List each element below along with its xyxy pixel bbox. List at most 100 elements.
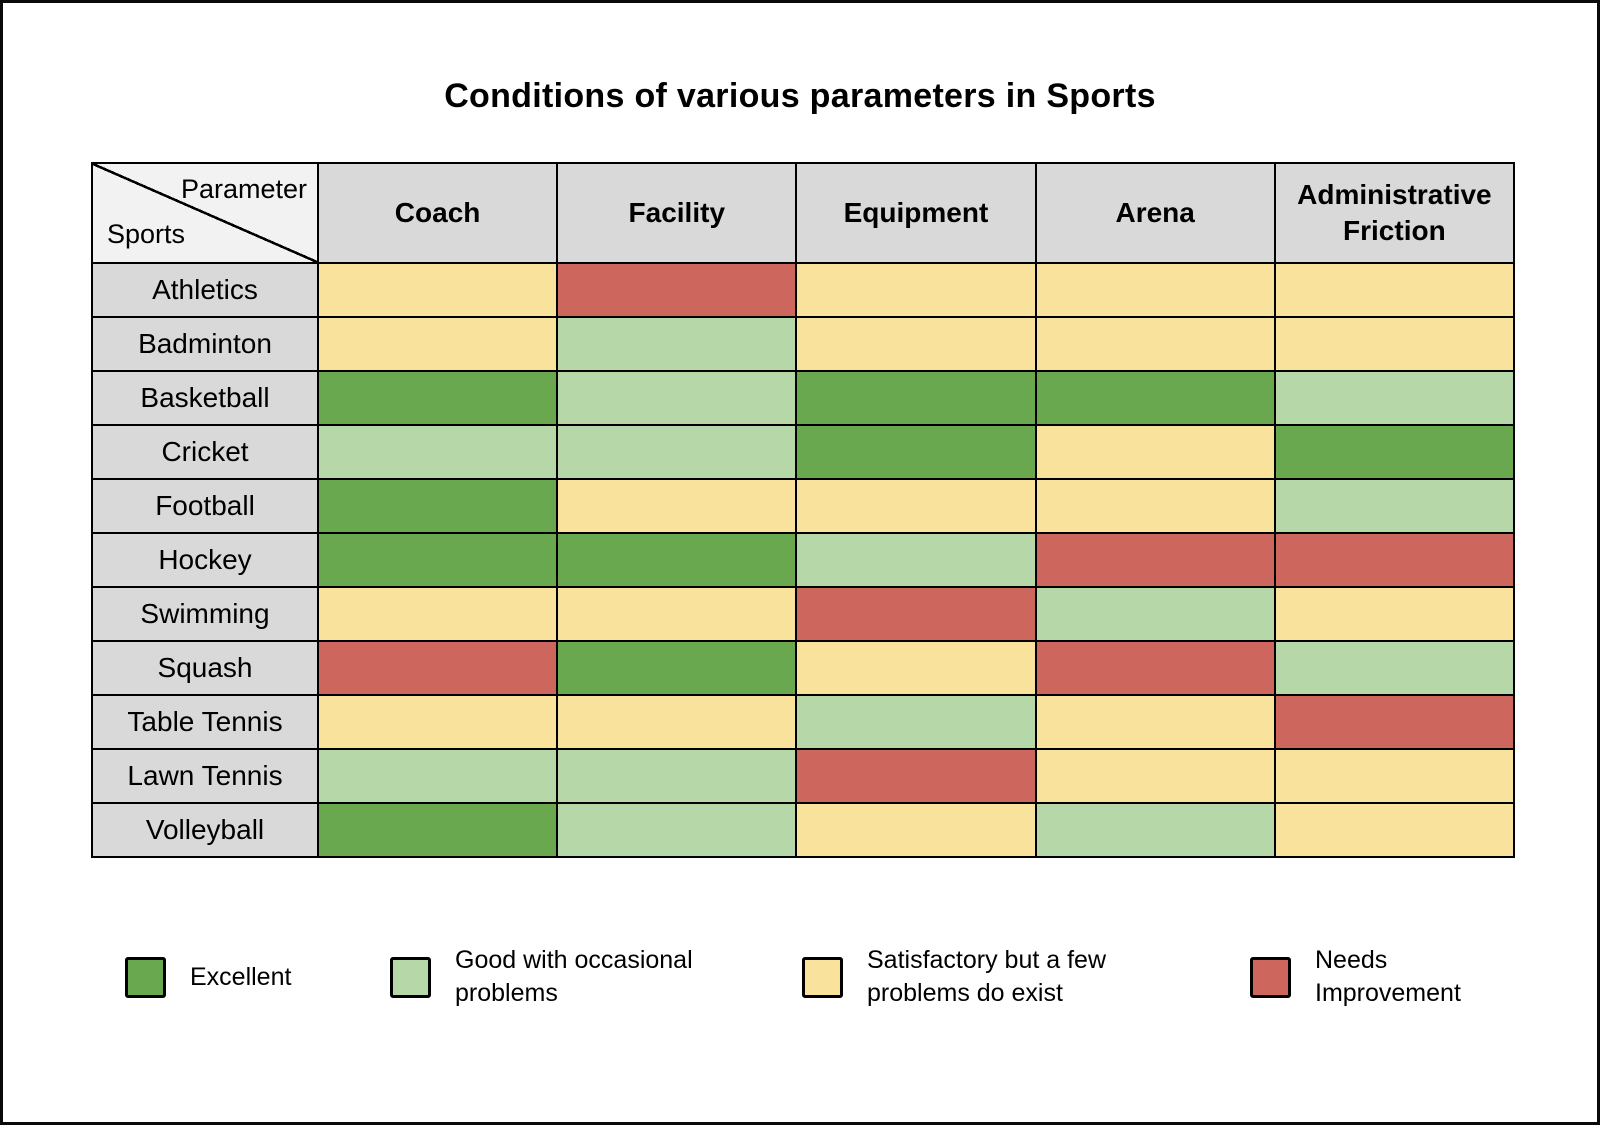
cell-football-arena [1034, 478, 1276, 534]
row-label-badminton: Badminton [91, 316, 319, 372]
cell-basketball-arena [1034, 370, 1276, 426]
legend-item-needs-improvement: Needs Improvement [1250, 944, 1495, 1010]
legend-item-satisfactory: Satisfactory but a few problems do exist [802, 944, 1250, 1010]
legend-item-good: Good with occasional problems [390, 944, 802, 1010]
cell-lawn-tennis-coach [316, 748, 559, 804]
cell-badminton-equipment [795, 316, 1037, 372]
cell-athletics-coach [316, 262, 559, 318]
cell-lawn-tennis-equipment [795, 748, 1037, 804]
cell-athletics-arena [1034, 262, 1276, 318]
table-row-hockey: Hockey [91, 532, 1516, 588]
legend-swatch-good [390, 956, 431, 998]
cell-badminton-coach [316, 316, 559, 372]
corner-cell: Parameter Sports [91, 162, 319, 264]
cell-athletics-administrative-friction [1273, 262, 1516, 318]
cell-lawn-tennis-administrative-friction [1273, 748, 1516, 804]
cell-basketball-equipment [795, 370, 1037, 426]
column-header-administrative-friction: Administrative Friction [1273, 162, 1516, 264]
cell-hockey-facility [556, 532, 798, 588]
cell-volleyball-coach [316, 802, 559, 858]
column-header-equipment: Equipment [795, 162, 1037, 264]
cell-football-coach [316, 478, 559, 534]
legend-swatch-excellent [125, 956, 166, 998]
table-row-football: Football [91, 478, 1516, 534]
table-row-badminton: Badminton [91, 316, 1516, 372]
legend-label-needs-improvement: Needs Improvement [1315, 946, 1461, 1007]
cell-table-tennis-facility [556, 694, 798, 750]
legend-swatch-satisfactory [802, 956, 843, 998]
cell-table-tennis-coach [316, 694, 559, 750]
cell-squash-coach [316, 640, 559, 696]
cell-table-tennis-arena [1034, 694, 1276, 750]
cell-lawn-tennis-arena [1034, 748, 1276, 804]
cell-cricket-coach [316, 424, 559, 480]
conditions-table: Parameter Sports Coach Facility Equipment A… [91, 162, 1516, 858]
row-label-swimming: Swimming [91, 586, 319, 642]
corner-sports-label: Sports [107, 219, 186, 249]
cell-cricket-administrative-friction [1273, 424, 1516, 480]
cell-squash-facility [556, 640, 798, 696]
cell-squash-equipment [795, 640, 1037, 696]
cell-basketball-administrative-friction [1273, 370, 1516, 426]
cell-basketball-facility [556, 370, 798, 426]
cell-volleyball-arena [1034, 802, 1276, 858]
cell-football-administrative-friction [1273, 478, 1516, 534]
legend-label-excellent: Excellent [190, 962, 292, 991]
cell-lawn-tennis-facility [556, 748, 798, 804]
table-row-table-tennis: Table Tennis [91, 694, 1516, 750]
table-row-cricket: Cricket [91, 424, 1516, 480]
cell-athletics-facility [556, 262, 798, 318]
table-row-lawn-tennis: Lawn Tennis [91, 748, 1516, 804]
column-header-arena: Arena [1034, 162, 1276, 264]
cell-cricket-equipment [795, 424, 1037, 480]
cell-athletics-equipment [795, 262, 1037, 318]
legend-label-good: Good with occasional problems [455, 946, 693, 1007]
row-label-lawn-tennis: Lawn Tennis [91, 748, 319, 804]
cell-swimming-arena [1034, 586, 1276, 642]
cell-swimming-equipment [795, 586, 1037, 642]
cell-hockey-administrative-friction [1273, 532, 1516, 588]
row-label-table-tennis: Table Tennis [91, 694, 319, 750]
row-label-football: Football [91, 478, 319, 534]
row-label-squash: Squash [91, 640, 319, 696]
table-row-squash: Squash [91, 640, 1516, 696]
cell-volleyball-facility [556, 802, 798, 858]
cell-squash-arena [1034, 640, 1276, 696]
legend-label-satisfactory: Satisfactory but a few problems do exist [867, 946, 1107, 1007]
cell-basketball-coach [316, 370, 559, 426]
cell-football-facility [556, 478, 798, 534]
legend-item-excellent: Excellent [125, 956, 390, 998]
cell-cricket-facility [556, 424, 798, 480]
column-header-coach: Coach [316, 162, 559, 264]
page-title: Conditions of various parameters in Spor… [444, 77, 1156, 115]
cell-swimming-administrative-friction [1273, 586, 1516, 642]
cell-volleyball-equipment [795, 802, 1037, 858]
cell-volleyball-administrative-friction [1273, 802, 1516, 858]
header-row: Parameter Sports Coach Facility Equipment A… [91, 162, 1516, 264]
cell-table-tennis-equipment [795, 694, 1037, 750]
table-row-athletics: Athletics [91, 262, 1516, 318]
cell-table-tennis-administrative-friction [1273, 694, 1516, 750]
table-row-basketball: Basketball [91, 370, 1516, 426]
row-label-volleyball: Volleyball [91, 802, 319, 858]
table-row-swimming: Swimming [91, 586, 1516, 642]
cell-badminton-administrative-friction [1273, 316, 1516, 372]
cell-hockey-coach [316, 532, 559, 588]
column-header-facility: Facility [556, 162, 798, 264]
cell-swimming-facility [556, 586, 798, 642]
cell-hockey-equipment [795, 532, 1037, 588]
cell-hockey-arena [1034, 532, 1276, 588]
table-body: Athletics Badminton Basketball Cricket Footb… [91, 262, 1516, 858]
row-label-athletics: Athletics [91, 262, 319, 318]
cell-football-equipment [795, 478, 1037, 534]
table-row-volleyball: Volleyball [91, 802, 1516, 858]
legend: Excellent Good with occasional problems Sa… [125, 944, 1597, 1010]
row-label-basketball: Basketball [91, 370, 319, 426]
row-label-hockey: Hockey [91, 532, 319, 588]
cell-squash-administrative-friction [1273, 640, 1516, 696]
corner-parameter-label: Parameter [180, 174, 307, 204]
cell-swimming-coach [316, 586, 559, 642]
cell-badminton-arena [1034, 316, 1276, 372]
row-label-cricket: Cricket [91, 424, 319, 480]
